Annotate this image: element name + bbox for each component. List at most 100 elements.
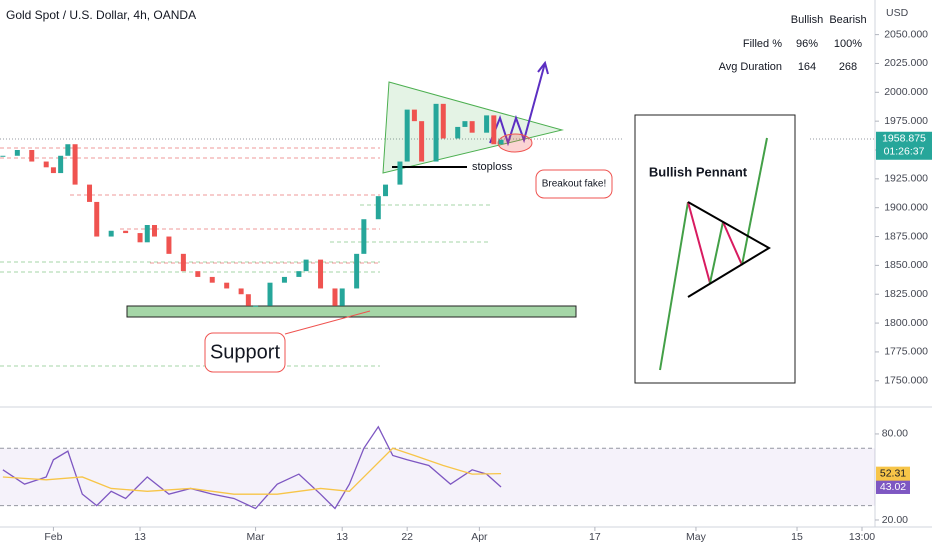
candle [87, 184, 93, 202]
stats-row: Avg Duration [719, 61, 782, 73]
candle [484, 115, 490, 133]
value-tag [876, 466, 910, 481]
y-tick-label: 1975.000 [884, 115, 928, 127]
y-tick-label: 80.00 [882, 428, 908, 440]
candle [281, 276, 287, 283]
y-tick-label: 2000.000 [884, 86, 928, 98]
candle [404, 109, 410, 162]
value-label: 52.31 [880, 467, 906, 479]
candle [195, 271, 201, 277]
x-tick-label: 15 [791, 531, 803, 543]
candle [253, 305, 259, 307]
candle [43, 161, 49, 168]
candle [339, 288, 345, 306]
candle [123, 230, 129, 234]
y-tick-label: 1750.000 [884, 375, 928, 387]
candle [397, 161, 403, 185]
candle [411, 109, 417, 122]
candle [209, 276, 215, 283]
last-price: 1958.875 [882, 133, 926, 145]
y-tick-label: 1925.000 [884, 173, 928, 185]
candle [303, 259, 309, 272]
countdown: 01:26:37 [884, 146, 925, 158]
candle [455, 126, 461, 139]
candle [58, 155, 64, 174]
last-price-tag [876, 131, 932, 160]
x-tick-label: Apr [471, 531, 488, 543]
support-pointer [284, 310, 371, 335]
candle [361, 219, 367, 254]
rsi-band [0, 448, 875, 506]
candle [491, 115, 497, 145]
stats-col: Bearish [829, 14, 866, 26]
rsi-line [2, 447, 502, 495]
candle [267, 282, 273, 306]
y-tick-label: 1900.000 [884, 201, 928, 213]
stats-cell: 100% [834, 38, 862, 50]
inset-frame [634, 114, 796, 384]
x-tick-label: Feb [44, 531, 62, 543]
candle [180, 253, 186, 272]
fake-highlight [497, 133, 533, 153]
support-zone [126, 305, 577, 318]
x-tick-label: 13:00 [849, 531, 875, 543]
x-tick-label: 13 [336, 531, 348, 543]
candle [144, 225, 150, 243]
candle [151, 225, 157, 237]
candle [137, 233, 143, 243]
candle [238, 288, 244, 295]
stats-cell: 268 [839, 61, 857, 73]
fake-label: Breakout fake! [542, 179, 606, 190]
candle [469, 121, 475, 133]
stats-col: Bullish [791, 14, 823, 26]
support-label: Support [210, 341, 280, 363]
candle [0, 155, 6, 157]
x-tick-label: May [686, 531, 707, 543]
arrowhead [537, 60, 549, 75]
candle [354, 253, 360, 289]
candle [166, 236, 172, 254]
candle [419, 121, 425, 162]
stats-row: Filled % [743, 38, 782, 50]
candle [29, 150, 35, 162]
candle [94, 201, 100, 237]
fake-callout [535, 169, 613, 199]
candle [72, 144, 78, 185]
chart-title: Gold Spot / U.S. Dollar, 4h, OANDA [6, 8, 196, 22]
y-tick-label: 1775.000 [884, 346, 928, 358]
candle [383, 184, 389, 197]
inset-title: Bullish Pennant [649, 164, 748, 179]
candle [296, 271, 302, 277]
candle [440, 103, 446, 139]
inset-pattern [659, 137, 771, 371]
candle [224, 282, 230, 289]
candle [433, 103, 439, 162]
candle [14, 150, 20, 156]
x-tick-label: 13 [134, 531, 146, 543]
candle [50, 167, 56, 174]
y-tick-label: 20.00 [882, 514, 908, 526]
stats-cell: 164 [798, 61, 816, 73]
value-label: 43.02 [880, 481, 906, 493]
rsi-line [2, 425, 502, 510]
candle [498, 139, 504, 145]
candle [318, 259, 324, 289]
candle [245, 294, 251, 306]
y-tick-label: 2050.000 [884, 28, 928, 40]
stats-cell: 96% [796, 38, 818, 50]
candle [375, 196, 381, 220]
value-tag [876, 479, 910, 494]
y-tick-label: 1850.000 [884, 259, 928, 271]
candle [65, 144, 71, 156]
x-tick-label: 22 [401, 531, 413, 543]
x-tick-label: 17 [589, 531, 601, 543]
candle [332, 288, 338, 306]
x-tick-label: Mar [247, 531, 266, 543]
currency: USD [886, 7, 909, 19]
candle [462, 121, 468, 127]
support-callout [204, 332, 286, 373]
stoploss-label: stoploss [472, 161, 513, 173]
projection [489, 62, 546, 147]
y-tick-label: 1800.000 [884, 317, 928, 329]
